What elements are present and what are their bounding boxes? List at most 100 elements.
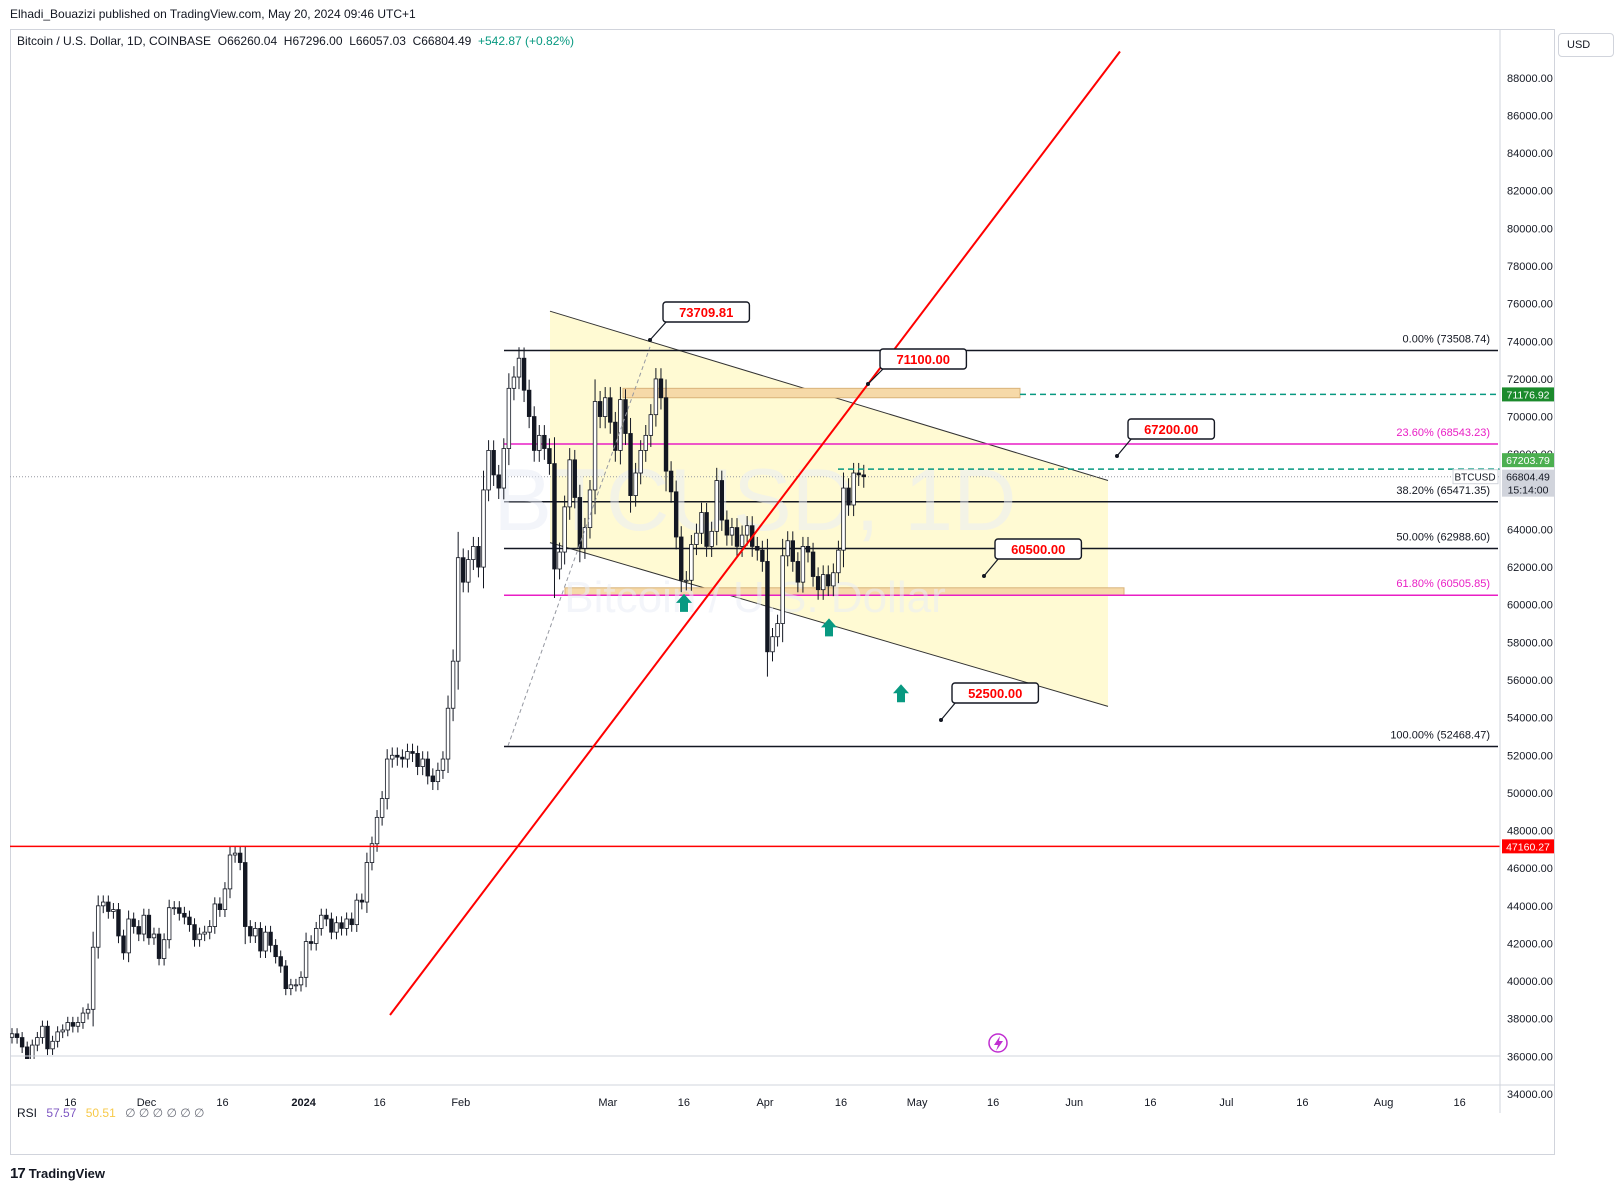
candle[interactable] xyxy=(582,517,588,559)
candle[interactable] xyxy=(836,540,841,584)
candle[interactable] xyxy=(638,440,643,485)
candle[interactable] xyxy=(790,531,795,572)
candle[interactable] xyxy=(70,1016,76,1033)
candle[interactable] xyxy=(532,406,537,462)
candle[interactable] xyxy=(714,467,719,546)
callout-box[interactable] xyxy=(662,301,751,323)
candle[interactable] xyxy=(369,836,375,871)
candle[interactable] xyxy=(359,893,365,910)
candle[interactable] xyxy=(592,379,598,515)
candle[interactable] xyxy=(384,749,390,810)
candle[interactable] xyxy=(324,908,329,927)
candle[interactable] xyxy=(760,540,765,572)
candle[interactable] xyxy=(192,918,197,947)
candle[interactable] xyxy=(40,1020,45,1044)
candle[interactable] xyxy=(161,933,167,966)
candle[interactable] xyxy=(212,897,217,934)
candle[interactable] xyxy=(562,495,567,565)
candle[interactable] xyxy=(268,925,273,953)
candle[interactable] xyxy=(222,882,228,918)
candle[interactable] xyxy=(694,523,699,556)
candle[interactable] xyxy=(476,537,481,578)
callout-box[interactable] xyxy=(994,538,1083,560)
callout-box[interactable] xyxy=(1127,418,1216,440)
candle[interactable] xyxy=(841,472,846,568)
candle[interactable] xyxy=(466,550,471,593)
candle[interactable] xyxy=(826,565,831,597)
candle[interactable] xyxy=(618,386,623,465)
candle[interactable] xyxy=(364,852,370,913)
candle[interactable] xyxy=(450,649,456,722)
candle[interactable] xyxy=(131,912,136,934)
candle[interactable] xyxy=(405,743,410,768)
candle[interactable] xyxy=(623,389,628,445)
candle[interactable] xyxy=(258,922,263,958)
candle[interactable] xyxy=(14,1028,20,1044)
candle[interactable] xyxy=(45,1020,50,1056)
candle[interactable] xyxy=(273,939,278,964)
candle[interactable] xyxy=(232,846,238,863)
candle[interactable] xyxy=(237,846,243,871)
candle[interactable] xyxy=(313,921,319,951)
candle[interactable] xyxy=(633,462,638,507)
candle[interactable] xyxy=(547,438,552,475)
candle[interactable] xyxy=(156,927,162,966)
candle[interactable] xyxy=(765,538,770,677)
candle[interactable] xyxy=(136,920,141,942)
candle[interactable] xyxy=(197,927,202,947)
candle[interactable] xyxy=(587,479,593,539)
candle[interactable] xyxy=(202,925,207,942)
candle[interactable] xyxy=(648,404,654,447)
candle[interactable] xyxy=(248,920,253,943)
candle[interactable] xyxy=(339,916,344,936)
candle[interactable] xyxy=(805,536,811,563)
candle[interactable] xyxy=(116,902,121,944)
tradingview-footer[interactable]: 17 TradingView xyxy=(10,1165,105,1182)
candle[interactable] xyxy=(65,1016,70,1037)
candle[interactable] xyxy=(390,747,395,768)
candle[interactable] xyxy=(770,627,775,662)
candle[interactable] xyxy=(420,751,425,776)
candle[interactable] xyxy=(734,518,740,557)
candle[interactable] xyxy=(501,438,506,500)
candle[interactable] xyxy=(719,470,724,531)
candle[interactable] xyxy=(410,743,415,763)
candle[interactable] xyxy=(90,931,96,1027)
candle[interactable] xyxy=(699,502,704,544)
candle[interactable] xyxy=(227,846,233,899)
candle[interactable] xyxy=(613,411,618,462)
candle[interactable] xyxy=(172,901,177,915)
candle[interactable] xyxy=(461,548,466,593)
candle[interactable] xyxy=(526,379,532,429)
candle[interactable] xyxy=(673,480,679,550)
candle[interactable] xyxy=(780,538,785,643)
candle[interactable] xyxy=(126,910,131,963)
candle[interactable] xyxy=(344,912,349,936)
candle[interactable] xyxy=(663,379,669,492)
candle[interactable] xyxy=(85,1003,91,1020)
candle[interactable] xyxy=(709,521,714,557)
candle[interactable] xyxy=(415,745,420,776)
candle[interactable] xyxy=(552,437,557,598)
candle[interactable] xyxy=(471,536,476,571)
candle[interactable] xyxy=(557,542,562,580)
candle[interactable] xyxy=(253,921,258,944)
candle[interactable] xyxy=(435,762,441,791)
candle[interactable] xyxy=(55,1026,60,1048)
candle[interactable] xyxy=(329,912,334,940)
candle[interactable] xyxy=(785,531,790,567)
candle[interactable] xyxy=(597,390,603,429)
candle[interactable] xyxy=(182,906,187,925)
candle[interactable] xyxy=(379,791,385,826)
candle[interactable] xyxy=(293,978,299,992)
candle[interactable] xyxy=(658,368,664,410)
callout-box[interactable] xyxy=(951,682,1040,704)
candle[interactable] xyxy=(263,925,268,959)
candle[interactable] xyxy=(608,387,613,434)
candle[interactable] xyxy=(755,536,760,561)
candle[interactable] xyxy=(815,567,821,600)
candle[interactable] xyxy=(486,440,491,502)
candle[interactable] xyxy=(395,747,400,766)
candle[interactable] xyxy=(481,470,486,589)
